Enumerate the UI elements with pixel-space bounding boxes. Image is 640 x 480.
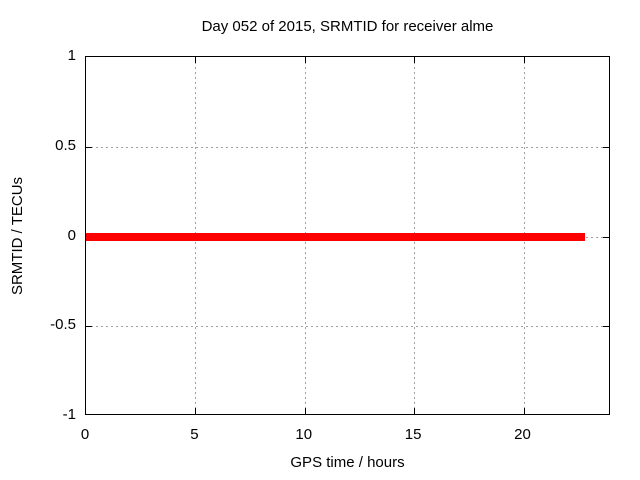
y-tick-label: -0.5	[50, 316, 76, 334]
chart-title: Day 052 of 2015, SRMTID for receiver alm…	[201, 18, 494, 35]
y-axis-title: SRMTID / TECUs	[9, 176, 26, 296]
x-tick-mark-top	[195, 57, 197, 63]
y-tick-label: 0	[67, 226, 76, 244]
x-axis-title: GPS time / hours	[290, 454, 405, 471]
y-tick-label: 0.5	[55, 136, 76, 154]
x-tick-label: 0	[80, 426, 90, 443]
y-tick-mark-right	[603, 146, 609, 148]
y-tick-mark-left	[86, 146, 92, 148]
x-tick-mark-bottom	[195, 408, 197, 414]
y-tick-label: 1	[67, 47, 76, 64]
y-tick-mark-right	[603, 326, 609, 328]
x-tick-label: 10	[295, 426, 313, 443]
y-tick-mark-left	[86, 326, 92, 328]
x-tick-mark-bottom	[523, 408, 525, 414]
plot-area	[85, 56, 610, 415]
y-tick-mark-right	[603, 236, 609, 238]
x-tick-mark-bottom	[414, 408, 416, 414]
x-tick-mark-top	[523, 57, 525, 63]
x-tick-label: 5	[190, 426, 199, 443]
x-tick-label: 15	[404, 426, 422, 443]
x-tick-mark-bottom	[304, 408, 306, 414]
y-gridline	[86, 326, 609, 328]
x-tick-mark-top	[304, 57, 306, 63]
x-tick-label: 20	[514, 426, 531, 443]
y-tick-label: -1	[62, 406, 76, 423]
series-line-srmtid	[86, 232, 585, 241]
y-gridline	[86, 146, 609, 148]
x-tick-mark-top	[414, 57, 416, 63]
